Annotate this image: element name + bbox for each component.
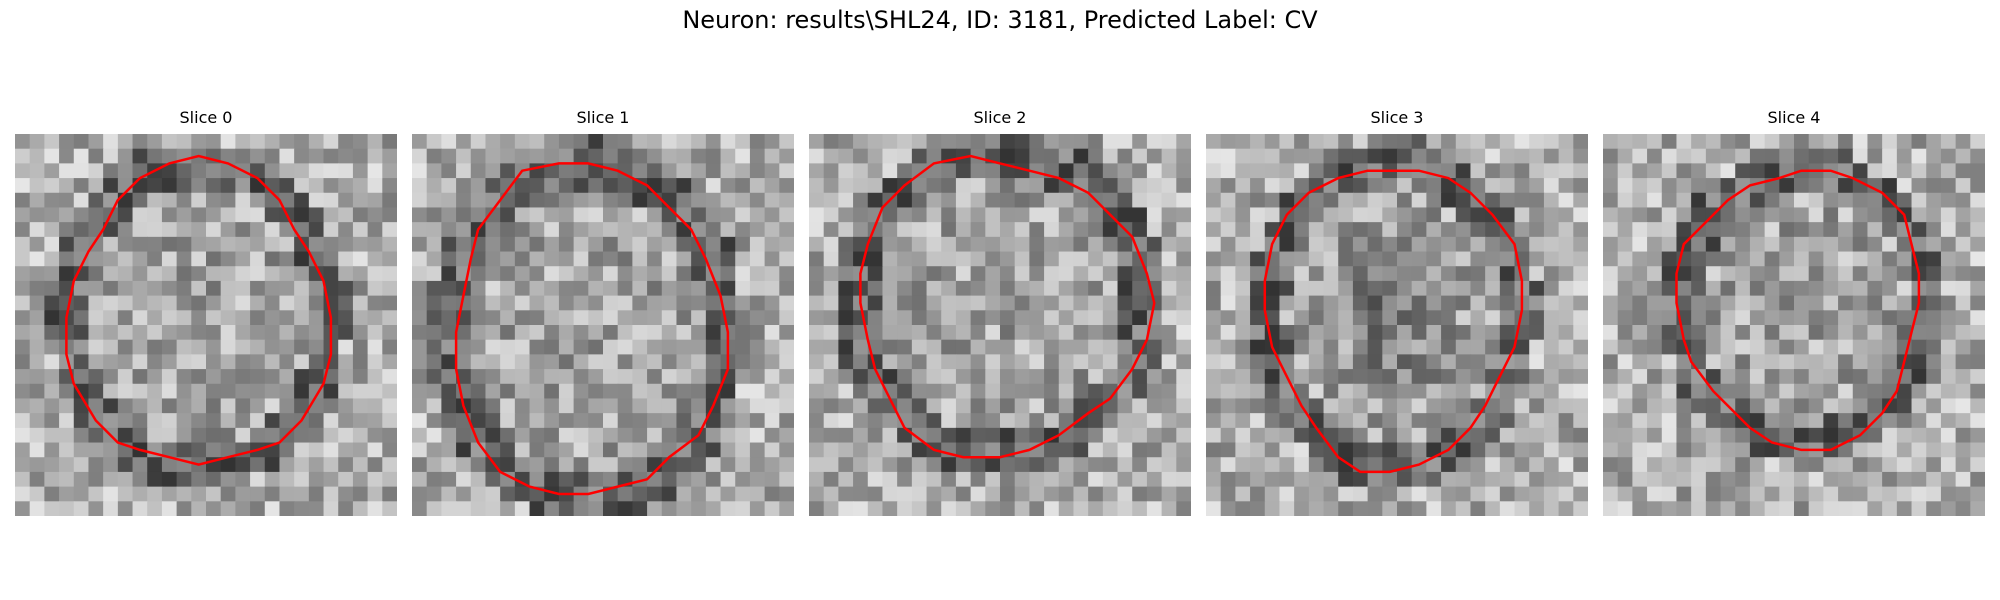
- slice-svg: [15, 134, 397, 516]
- pixel-texture: [412, 134, 794, 516]
- figure-title: Neuron: results\SHL24, ID: 3181, Predict…: [0, 6, 2000, 34]
- slice-svg: [1603, 134, 1985, 516]
- pixel-texture: [809, 134, 1191, 516]
- slice-svg: [412, 134, 794, 516]
- slice-image-3: [1206, 134, 1588, 516]
- slice-svg: [809, 134, 1191, 516]
- slice-title-3: Slice 3: [1206, 108, 1588, 127]
- slice-image-4: [1603, 134, 1985, 516]
- slice-title-1: Slice 1: [412, 108, 794, 127]
- slice-image-2: [809, 134, 1191, 516]
- slice-image-1: [412, 134, 794, 516]
- pixel-texture: [1206, 134, 1588, 516]
- slice-title-0: Slice 0: [15, 108, 397, 127]
- slice-svg: [1206, 134, 1588, 516]
- slice-title-2: Slice 2: [809, 108, 1191, 127]
- slice-image-0: [15, 134, 397, 516]
- slice-title-4: Slice 4: [1603, 108, 1985, 127]
- pixel-texture: [15, 134, 397, 516]
- pixel-texture: [1603, 134, 1985, 516]
